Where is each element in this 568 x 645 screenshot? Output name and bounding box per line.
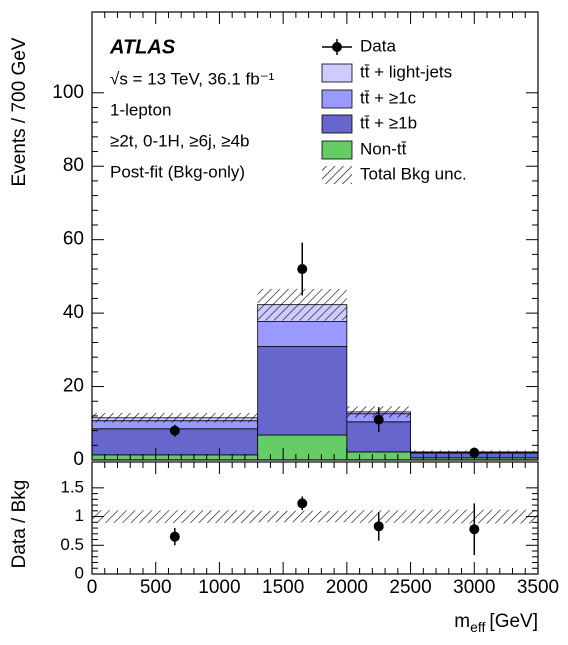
histogram-segment — [347, 452, 411, 460]
legend-swatch — [322, 141, 352, 159]
x-tick-label: 3000 — [453, 577, 495, 598]
legend-swatch — [322, 64, 352, 82]
ratio-y-axis-label: Data / Bkg — [9, 480, 30, 569]
x-label-unit: [GeV] — [489, 611, 538, 632]
histogram-segment — [258, 322, 347, 347]
legend-marker — [332, 42, 342, 52]
data-point — [374, 415, 384, 425]
annotation: √s = 13 TeV, 36.1 fb⁻¹ — [110, 69, 275, 88]
y-tick-label: 1 — [75, 506, 84, 525]
x-label-sub: eff — [470, 619, 485, 635]
x-tick-label: 1000 — [198, 577, 240, 598]
uncertainty-band — [92, 510, 258, 523]
x-label-main: m — [454, 611, 470, 632]
x-tick-label: 2500 — [389, 577, 431, 598]
legend-label: tt̄ + ≥1c — [360, 88, 417, 107]
histogram-segment — [258, 347, 347, 435]
y-tick-label: 1.5 — [60, 477, 84, 496]
legend-label: tt̄ + ≥1b — [360, 113, 417, 132]
data-point — [170, 532, 180, 542]
y-tick-label: 40 — [63, 302, 84, 323]
histogram-segment — [92, 455, 258, 460]
data-point — [374, 521, 384, 531]
experiment-label: ATLAS — [109, 36, 176, 58]
y-tick-label: 0 — [75, 563, 84, 582]
y-axis-label: Events / 700 GeV — [9, 37, 30, 186]
histogram-segment — [258, 435, 347, 460]
annotation: Post-fit (Bkg-only) — [110, 162, 245, 181]
x-tick-label: 2000 — [326, 577, 368, 598]
legend-swatch — [322, 166, 352, 184]
legend-label: Total Bkg unc. — [360, 164, 467, 183]
data-point — [297, 498, 307, 508]
legend-swatch — [322, 115, 352, 133]
y-tick-label: 0.5 — [60, 535, 84, 554]
legend-label: Non-tt̄ — [360, 139, 407, 158]
legend-label: Data — [360, 36, 396, 55]
x-axis-label: meff [GeV] — [454, 611, 538, 635]
data-point — [297, 264, 307, 274]
annotation: ≥2t, 0-1H, ≥6j, ≥4b — [110, 131, 250, 150]
uncertainty-band — [92, 413, 258, 423]
x-tick-label: 1500 — [262, 577, 304, 598]
data-point — [469, 524, 479, 534]
y-tick-label: 80 — [63, 155, 84, 176]
x-tick-label: 500 — [140, 577, 172, 598]
x-tick-label: 3500 — [517, 577, 559, 598]
legend-label: tt̄ + light-jets — [360, 62, 452, 81]
y-tick-label: 100 — [52, 82, 84, 103]
x-tick-label: 0 — [87, 577, 98, 598]
y-tick-label: 0 — [73, 449, 84, 470]
legend-swatch — [322, 90, 352, 108]
y-tick-label: 60 — [63, 229, 84, 250]
y-tick-label: 20 — [63, 376, 84, 397]
data-point — [170, 426, 180, 436]
annotation: 1-lepton — [110, 100, 171, 119]
uncertainty-band — [258, 511, 347, 522]
